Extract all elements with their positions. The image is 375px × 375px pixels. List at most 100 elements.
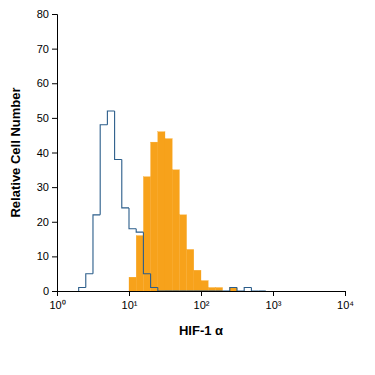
histogram-outline bbox=[86, 274, 93, 288]
histogram-bar bbox=[179, 215, 186, 291]
y-tick: 40 bbox=[37, 147, 57, 159]
histogram-outline bbox=[107, 111, 114, 125]
histogram-outline bbox=[79, 288, 86, 291]
x-tick-label: 10¹ bbox=[122, 299, 138, 311]
histogram-bar bbox=[107, 291, 114, 292]
y-tick-mark bbox=[52, 256, 57, 257]
x-axis-line bbox=[58, 292, 346, 297]
y-tick: 60 bbox=[37, 77, 57, 89]
histogram-outline bbox=[208, 290, 215, 291]
marks bbox=[79, 111, 266, 291]
histogram-bar bbox=[100, 291, 107, 292]
y-tick-mark bbox=[52, 49, 57, 50]
histogram-outline bbox=[136, 229, 143, 232]
y-tick-label: 40 bbox=[37, 147, 49, 159]
y-tick-label: 50 bbox=[37, 112, 49, 124]
y-axis-line bbox=[52, 15, 58, 292]
y-tick: 0 bbox=[43, 285, 57, 297]
histogram-bar bbox=[151, 142, 158, 291]
histogram-bar bbox=[172, 170, 179, 291]
y-tick-label: 30 bbox=[37, 181, 49, 193]
histogram-outline bbox=[230, 288, 237, 291]
histogram-bar bbox=[136, 236, 143, 291]
x-tick-mark bbox=[345, 291, 346, 296]
y-tick: 50 bbox=[37, 112, 57, 124]
histogram-bar bbox=[215, 288, 222, 291]
histogram-bar bbox=[230, 288, 237, 291]
y-tick-mark bbox=[52, 83, 57, 84]
x-tick-mark bbox=[273, 291, 274, 296]
y-tick-label: 60 bbox=[37, 77, 49, 89]
histogram-outline bbox=[93, 215, 100, 274]
y-axis-title: Relative Cell Number bbox=[8, 87, 23, 217]
histogram-outline bbox=[129, 208, 136, 229]
y-tick: 80 bbox=[37, 8, 57, 20]
histogram-bar bbox=[79, 291, 86, 292]
y-tick-label: 80 bbox=[37, 8, 49, 20]
x-tick-label: 10⁰ bbox=[49, 299, 65, 311]
x-axis-title: HIF-1 α bbox=[179, 323, 223, 338]
histogram-bar bbox=[244, 291, 251, 292]
x-tick-mark bbox=[201, 291, 202, 296]
y-tick-mark bbox=[52, 222, 57, 223]
y-tick-mark bbox=[52, 14, 57, 15]
x-tick: 10⁴ bbox=[337, 291, 354, 311]
x-tick: 10¹ bbox=[122, 291, 138, 311]
histogram-outline bbox=[179, 290, 186, 291]
histogram-outline bbox=[244, 288, 251, 291]
chart: 10⁰ 10¹ 10² 10³ 10⁴ 0 10 20 30 40 50 60 70 80 HIF-1 α R… bbox=[0, 0, 375, 375]
histogram-bar bbox=[143, 177, 150, 291]
y-tick-label: 70 bbox=[37, 43, 49, 55]
histogram-outline bbox=[158, 288, 165, 291]
histogram-outline bbox=[165, 290, 172, 291]
histogram-outline bbox=[251, 288, 258, 291]
histogram-outline bbox=[172, 290, 179, 291]
histogram-bar bbox=[115, 291, 122, 292]
histogram-outline bbox=[259, 290, 266, 291]
histogram-bar bbox=[129, 277, 136, 291]
histogram-bar bbox=[86, 291, 93, 292]
histogram-bar bbox=[187, 249, 194, 291]
histogram-bar bbox=[158, 132, 165, 291]
y-tick: 10 bbox=[37, 250, 57, 262]
histogram-outline bbox=[122, 159, 129, 207]
x-axis: 10⁰ 10¹ 10² 10³ 10⁴ bbox=[49, 291, 354, 311]
histogram-outline bbox=[201, 290, 208, 291]
y-tick: 20 bbox=[37, 216, 57, 228]
y-tick-label: 0 bbox=[43, 285, 49, 297]
histogram-bar bbox=[194, 270, 201, 291]
series-1 bbox=[79, 111, 266, 291]
y-tick-label: 20 bbox=[37, 216, 49, 228]
y-tick: 70 bbox=[37, 43, 57, 55]
histogram-bar bbox=[259, 291, 266, 292]
histogram-bar bbox=[208, 288, 215, 291]
y-tick-mark bbox=[52, 187, 57, 188]
histogram-outline bbox=[187, 290, 194, 291]
x-tick-label: 10³ bbox=[266, 299, 282, 311]
series-0 bbox=[129, 132, 237, 291]
y-tick-label: 10 bbox=[37, 250, 49, 262]
histogram-bar bbox=[93, 291, 100, 292]
y-tick: 30 bbox=[37, 181, 57, 193]
x-tick: 10² bbox=[194, 291, 210, 311]
y-axis: 0 10 20 30 40 50 60 70 80 bbox=[37, 8, 58, 297]
x-tick-label: 10² bbox=[194, 299, 210, 311]
histogram-outline bbox=[151, 274, 158, 288]
y-tick-mark bbox=[52, 291, 57, 292]
histogram-bar bbox=[201, 281, 208, 291]
histogram-outline bbox=[115, 111, 122, 159]
histogram-outline bbox=[237, 288, 244, 291]
x-tick: 10⁰ bbox=[49, 291, 65, 311]
plot: 10⁰ 10¹ 10² 10³ 10⁴ 0 10 20 30 40 50 60 70 80 bbox=[37, 8, 355, 311]
histogram-outline bbox=[223, 290, 230, 291]
histogram-bar bbox=[165, 139, 172, 291]
histogram-outline bbox=[143, 232, 150, 274]
x-tick-label: 10⁴ bbox=[337, 299, 354, 311]
x-tick-mark bbox=[129, 291, 130, 296]
histogram-bar bbox=[122, 291, 129, 292]
histogram-outline bbox=[194, 290, 201, 291]
x-tick: 10³ bbox=[266, 291, 282, 311]
histogram-bar bbox=[223, 291, 230, 292]
histogram-outline bbox=[100, 125, 107, 215]
histogram-outline bbox=[215, 290, 222, 291]
